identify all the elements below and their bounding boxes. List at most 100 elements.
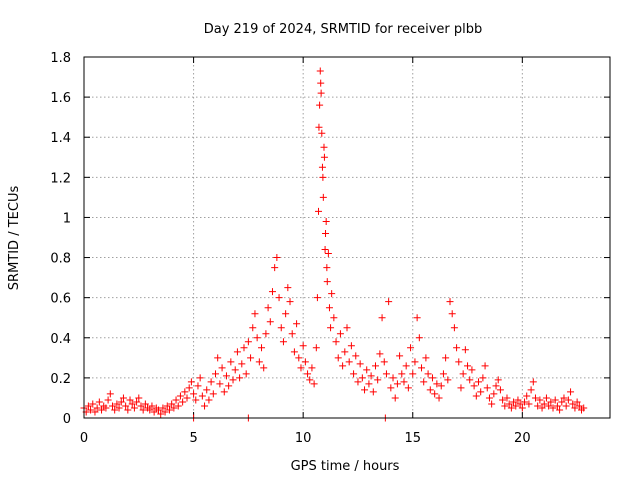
data-point: [179, 398, 187, 406]
data-point: [91, 408, 99, 416]
data-point: [201, 402, 209, 410]
data-point: [301, 358, 309, 366]
data-point: [320, 153, 328, 161]
data-point: [545, 402, 553, 410]
data-point: [122, 402, 130, 410]
data-point: [345, 358, 353, 366]
data-point: [251, 310, 259, 318]
data-point: [157, 410, 165, 418]
data-point: [510, 398, 518, 406]
data-point: [111, 406, 119, 414]
data-point: [400, 378, 408, 386]
data-point: [174, 402, 182, 410]
data-point: [304, 370, 312, 378]
data-point: [236, 374, 244, 382]
data-point: [450, 324, 458, 332]
data-point: [279, 338, 287, 346]
data-point: [352, 352, 360, 360]
data-point: [424, 370, 432, 378]
data-point: [139, 406, 147, 414]
data-point: [137, 402, 145, 410]
data-point: [295, 354, 303, 362]
data-point: [518, 404, 526, 412]
data-point: [514, 396, 522, 404]
data-point: [323, 278, 331, 286]
data-point: [317, 89, 325, 97]
data-point: [190, 390, 198, 398]
data-point: [418, 364, 426, 372]
data-point: [310, 380, 318, 388]
data-point: [483, 384, 491, 392]
x-tick-label: 10: [295, 431, 312, 446]
data-point: [371, 362, 379, 370]
data-points: [80, 67, 588, 422]
data-point: [501, 402, 509, 410]
data-point: [433, 380, 441, 388]
data-point: [130, 404, 138, 412]
data-point: [409, 370, 417, 378]
data-point: [104, 396, 112, 404]
data-point: [343, 324, 351, 332]
y-axis-label: SRMTID / TECUs: [7, 186, 22, 291]
data-point: [490, 390, 498, 398]
data-point: [318, 163, 326, 171]
data-point: [330, 314, 338, 322]
y-ticks: 0 0.2 0.4 0.6 0.8 1 1.2 1.4 1.6 1.8: [50, 51, 610, 427]
data-point: [439, 370, 447, 378]
data-point: [492, 382, 500, 390]
data-point: [240, 344, 248, 352]
data-point: [165, 406, 173, 414]
data-point: [549, 404, 557, 412]
data-point: [268, 288, 276, 296]
data-point: [325, 304, 333, 312]
data-point: [113, 400, 121, 408]
data-point: [322, 229, 330, 237]
data-point: [277, 324, 285, 332]
y-tick-label: 1: [63, 211, 71, 226]
data-point: [290, 348, 298, 356]
y-tick-label: 0: [63, 412, 71, 427]
data-point: [468, 366, 476, 374]
y-tick-label: 1.8: [50, 51, 71, 66]
data-point: [457, 384, 465, 392]
data-point: [192, 396, 200, 404]
data-point: [376, 350, 384, 358]
data-point: [141, 400, 149, 408]
data-point: [194, 382, 202, 390]
data-point: [238, 360, 246, 368]
data-point: [523, 392, 531, 400]
data-point: [540, 400, 548, 408]
data-point: [247, 354, 255, 362]
data-point: [318, 129, 326, 137]
data-point: [233, 348, 241, 356]
data-point: [466, 376, 474, 384]
data-point: [358, 374, 366, 382]
data-point: [106, 390, 114, 398]
data-point: [117, 398, 125, 406]
data-point: [560, 394, 568, 402]
data-point: [488, 400, 496, 408]
data-point: [444, 376, 452, 384]
data-point: [420, 378, 428, 386]
data-point: [367, 372, 375, 380]
data-point: [327, 324, 335, 332]
data-point: [308, 364, 316, 372]
data-point: [319, 173, 327, 181]
data-point: [150, 408, 158, 416]
data-point: [580, 404, 588, 412]
data-point: [531, 394, 539, 402]
data-point: [288, 330, 296, 338]
data-point: [161, 408, 169, 416]
data-point: [320, 143, 328, 151]
data-point: [316, 101, 324, 109]
data-point: [312, 344, 320, 352]
data-point: [115, 404, 123, 412]
data-point: [464, 362, 472, 370]
y-tick-label: 0.4: [50, 332, 71, 347]
data-point: [218, 364, 226, 372]
data-point: [503, 394, 511, 402]
data-point: [198, 392, 206, 400]
data-point: [354, 378, 362, 386]
x-tick-label: 5: [189, 431, 197, 446]
